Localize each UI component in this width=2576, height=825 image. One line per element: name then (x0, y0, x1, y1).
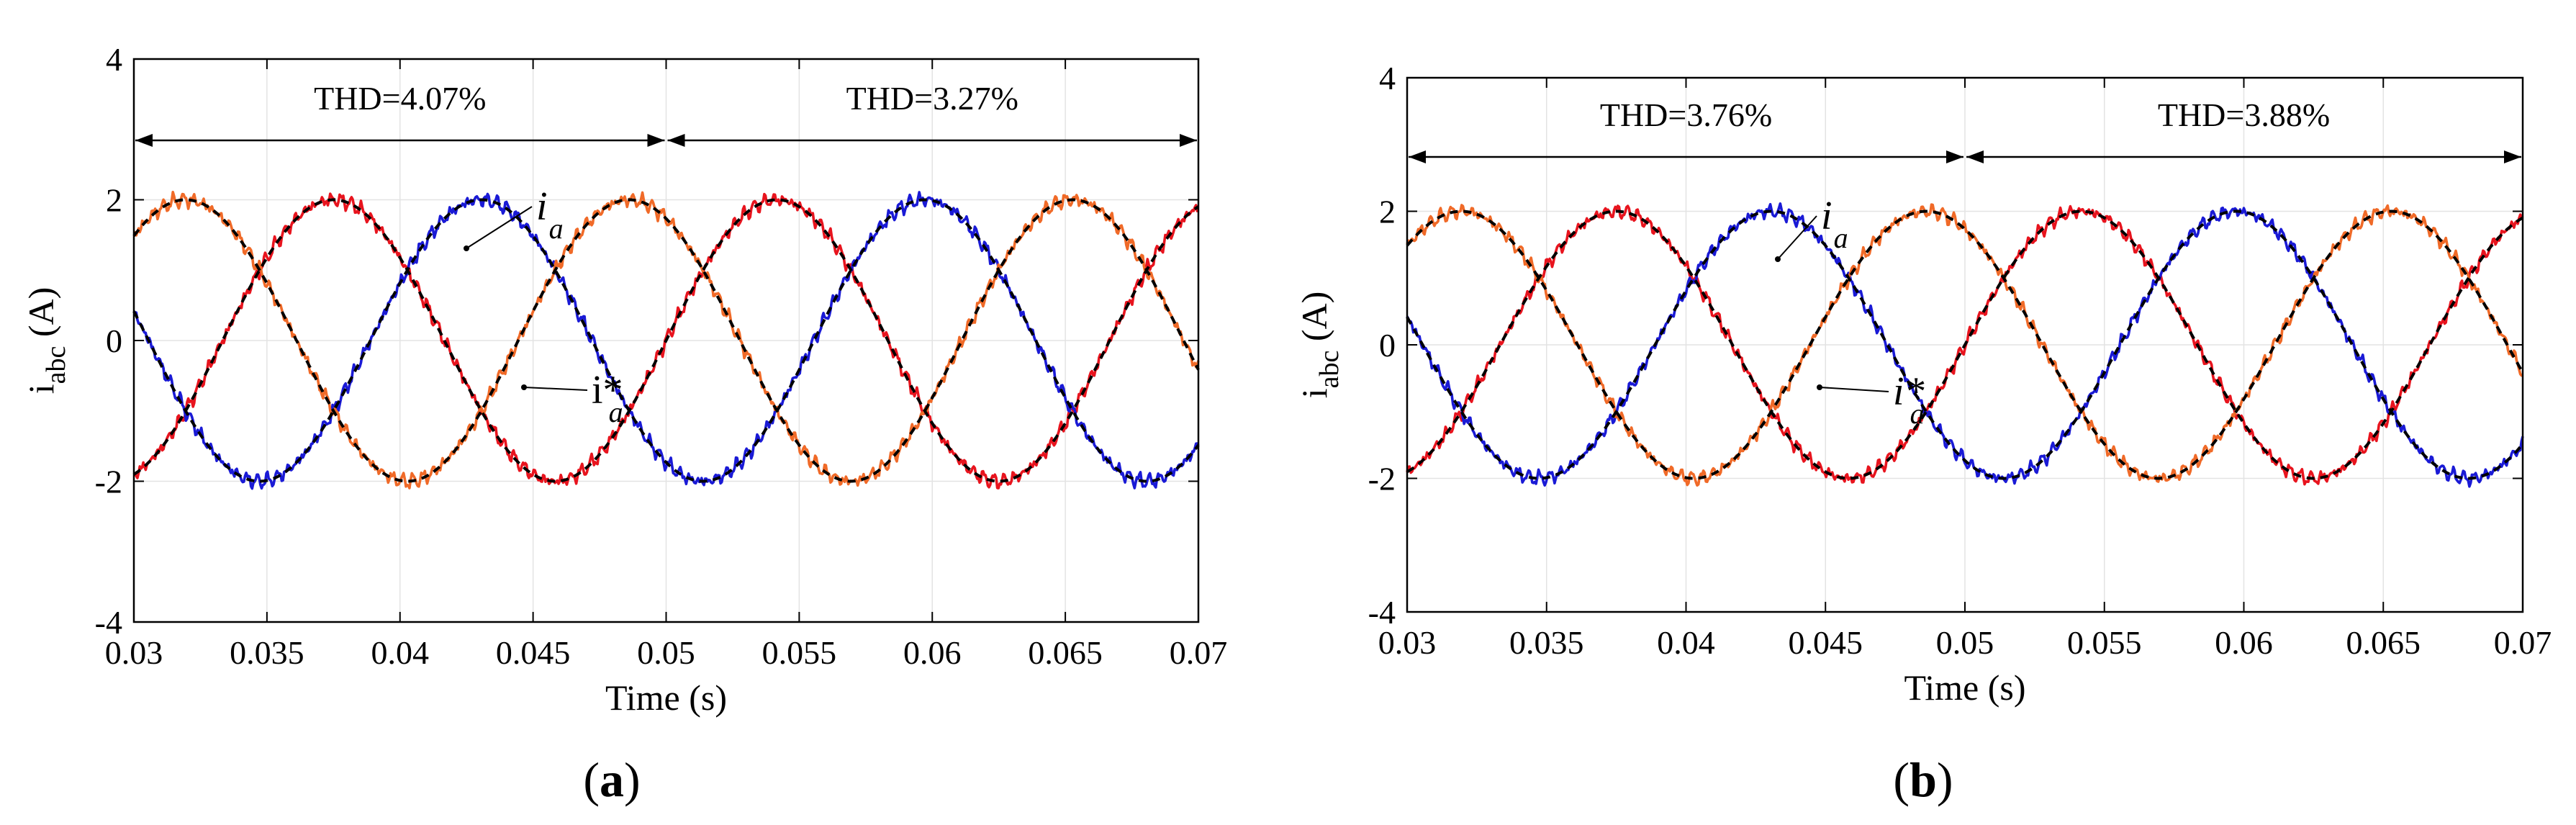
x-tick-label: 0.055 (762, 634, 837, 671)
thd-arrowhead-left (135, 134, 153, 147)
y-tick-label: -4 (1368, 594, 1396, 631)
thd-arrowhead-right (1180, 134, 1197, 147)
y-tick-label: 0 (106, 323, 122, 359)
annotation-reference-label: i*a (1893, 369, 1925, 430)
x-tick-label: 0.065 (2346, 624, 2421, 661)
annotation-arrow (466, 206, 533, 249)
x-tick-label: 0.06 (903, 634, 962, 671)
annotation-arrow-tip (1817, 384, 1822, 390)
thd-arrowhead-left (667, 134, 685, 147)
x-tick-label: 0.05 (637, 634, 695, 671)
x-tick-label: 0.035 (230, 634, 304, 671)
x-tick-label: 0.07 (2494, 624, 2552, 661)
plot-frame (1406, 76, 2524, 613)
chart-panel-b: 0.03 0.035 0.04 0.045 0.05 0.055 0.06 0.065 0.07… (1294, 60, 2552, 807)
x-tick-label: 0.06 (2215, 624, 2273, 661)
annotation-arrow-tip (521, 384, 527, 390)
reference-series-2 (1406, 209, 2524, 480)
plot-frame (132, 58, 1200, 623)
y-tick-label: -2 (95, 464, 122, 500)
panel-caption-a: (a) (583, 752, 640, 807)
thd-label: THD=3.88% (2158, 96, 2330, 133)
reference-series-3 (1406, 209, 2524, 480)
annotation-arrow (1819, 387, 1889, 392)
annotation-arrow (1777, 215, 1817, 260)
y-tick-label: 0 (1379, 327, 1396, 364)
annotation-measured-label: ia (1821, 194, 1848, 254)
annotation-arrow-tip (464, 245, 469, 251)
x-tick-label: 0.055 (2067, 624, 2142, 661)
x-tick-label: 0.07 (1170, 634, 1228, 671)
reference-series-1 (1406, 209, 2524, 480)
y-tick-label: 2 (106, 182, 122, 219)
y-tick-label: 2 (1379, 194, 1396, 230)
x-tick-label: 0.045 (1789, 624, 1863, 661)
x-tick-label: 0.065 (1028, 634, 1103, 671)
x-tick-label: 0.045 (496, 634, 571, 671)
x-tick-label: 0.04 (1657, 624, 1715, 661)
thd-label: THD=3.76% (1600, 96, 1772, 133)
annotation-arrow-tip (1775, 256, 1781, 262)
y-tick-label: -4 (95, 604, 122, 641)
annotation-reference-label: i*a (592, 368, 623, 428)
x-tick-label: 0.04 (371, 634, 430, 671)
y-tick-label: 4 (106, 41, 122, 78)
x-axis-title: Time (s) (1904, 667, 2025, 708)
x-tick-label: 0.03 (1378, 624, 1437, 661)
y-tick-label: 4 (1379, 60, 1396, 96)
x-tick-label: 0.03 (105, 634, 163, 671)
annotation-measured-label: ia (536, 184, 564, 245)
thd-arrowhead-right (1946, 150, 1963, 163)
series-i-b (132, 191, 1200, 490)
annotation-arrow (523, 387, 588, 391)
thd-label: THD=4.07% (314, 80, 486, 117)
panel-caption-b: (b) (1893, 752, 1953, 807)
thd-arrowhead-left (1966, 150, 1984, 163)
reference-series-1 (132, 198, 1200, 483)
chart-panel-a: 0.03 0.035 0.04 0.045 0.05 0.055 0.06 0.065 0.07… (21, 41, 1227, 807)
x-tick-label: 0.035 (1509, 624, 1584, 661)
y-axis-title: iabc (A) (1294, 292, 1345, 399)
y-tick-label: -2 (1368, 461, 1396, 497)
thd-label: THD=3.27% (846, 80, 1018, 117)
x-axis-title: Time (s) (605, 677, 727, 718)
reference-series-2 (132, 198, 1200, 483)
reference-series-3 (132, 198, 1200, 483)
thd-arrowhead-right (647, 134, 665, 147)
y-axis-title: iabc (A) (21, 287, 71, 395)
thd-arrowhead-right (2504, 150, 2521, 163)
x-tick-label: 0.05 (1936, 624, 1994, 661)
thd-arrowhead-left (1409, 150, 1426, 163)
